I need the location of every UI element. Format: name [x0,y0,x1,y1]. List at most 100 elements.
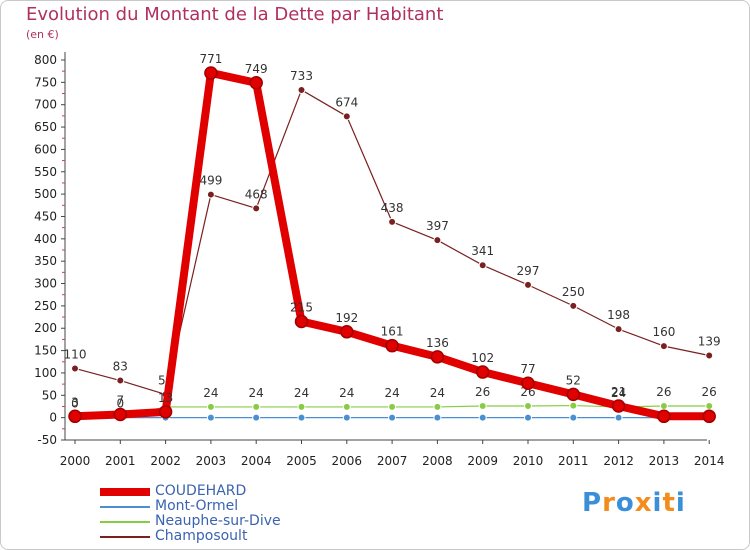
data-label-champosoult: 733 [290,69,313,83]
data-point-coudehard [566,387,581,402]
data-point-mont-ormel [297,413,306,422]
data-point-coudehard [430,350,445,364]
data-label-champosoult: 160 [652,325,675,339]
y-tick-label: 100 [34,366,57,380]
data-point-mont-ormel [478,413,487,422]
data-point-champosoult [614,325,623,334]
data-point-neauphe-sur-dive [433,402,442,411]
legend-swatch-coudehard [100,488,150,496]
data-label-coudehard: 215 [290,301,313,315]
legend-item-champosoult: Champosoult [100,528,320,545]
y-tick-label: 300 [34,277,57,291]
data-label-neauphe-sur-dive: 24 [430,386,445,400]
chart-subtitle: (en €) [26,28,59,41]
data-label-coudehard: 13 [158,391,173,405]
data-label-champosoult: 297 [517,264,540,278]
data-label-coudehard: 161 [381,325,404,339]
y-tick-label: 200 [34,321,57,335]
data-label-coudehard: 7 [116,394,124,408]
data-point-champosoult [206,190,215,199]
data-label-champosoult: 674 [335,95,358,109]
data-label-champosoult: 139 [698,335,721,349]
data-point-coudehard [68,409,82,424]
proxiti-logo: Proxiti [582,488,686,518]
data-point-champosoult [478,261,487,270]
data-point-neauphe-sur-dive [206,402,215,411]
data-point-champosoult [342,112,351,121]
data-label-neauphe-sur-dive: 24 [203,386,218,400]
data-point-mont-ormel [569,413,578,422]
data-point-mont-ormel [388,413,397,422]
data-point-champosoult [252,204,261,213]
y-tick-label: 600 [34,142,57,156]
data-point-coudehard [249,76,263,90]
data-point-coudehard [158,405,173,419]
data-point-champosoult [433,236,442,245]
x-tick-label: 2014 [694,454,725,468]
data-label-neauphe-sur-dive: 26 [702,385,717,399]
legend-swatch-mont-ormel [100,506,150,508]
data-point-coudehard [657,409,671,424]
x-tick-label: 2006 [332,454,363,468]
x-tick-label: 2008 [422,454,453,468]
data-point-mont-ormel [342,413,351,422]
data-label-coudehard: 192 [335,311,358,325]
data-point-champosoult [71,364,79,373]
data-point-mont-ormel [206,413,215,422]
data-label-coudehard: 21 [611,385,626,399]
x-tick-label: 2002 [150,454,181,468]
data-label-neauphe-sur-dive: 26 [475,385,490,399]
x-tick-label: 2003 [196,454,227,468]
y-tick-label: 450 [34,209,57,223]
data-point-neauphe-sur-dive [388,402,397,411]
data-point-champosoult [297,85,306,94]
data-label-champosoult: 250 [562,285,585,299]
logo-letter: P [582,488,603,518]
data-label-champosoult: 110 [64,347,87,361]
data-label-coudehard: 3 [71,395,79,409]
y-tick-label: 50 [42,388,57,402]
data-label-coudehard: 749 [245,62,268,76]
y-tick-label: 800 [34,53,57,67]
x-tick-label: 2004 [241,454,272,468]
data-label-champosoult: 397 [426,219,449,233]
data-point-coudehard [385,338,399,353]
y-tick-label: 550 [34,165,57,179]
data-point-neauphe-sur-dive [569,401,578,410]
x-tick-label: 2001 [105,454,136,468]
y-tick-label: 700 [34,98,57,112]
x-tick-label: 2011 [558,454,589,468]
data-label-champosoult: 341 [471,244,494,258]
logo-letter: o [615,488,635,518]
data-point-neauphe-sur-dive [524,402,532,411]
data-label-neauphe-sur-dive: 24 [339,386,354,400]
data-point-mont-ormel [524,413,532,422]
legend-item-coudehard: COUDEHARD [100,483,320,500]
y-tick-label: 350 [34,254,57,268]
x-tick-label: 2012 [603,454,634,468]
y-tick-label: 500 [34,187,57,201]
data-label-coudehard: 771 [199,52,222,66]
legend-swatch-neauphe-sur-dive [100,521,150,523]
data-label-neauphe-sur-dive: 24 [294,386,309,400]
data-label-champosoult: 468 [245,187,268,201]
logo-letter: r [602,488,616,518]
data-label-champosoult: 438 [381,201,404,215]
data-point-coudehard [294,314,309,329]
x-tick-label: 2013 [649,454,680,468]
data-point-champosoult [705,351,714,360]
x-tick-label: 2010 [513,454,544,468]
data-point-mont-ormel [252,413,261,422]
data-label-coudehard: 136 [426,336,449,350]
data-point-neauphe-sur-dive [705,402,714,411]
logo-letter: x [634,488,653,518]
data-label-neauphe-sur-dive: 24 [384,386,399,400]
data-point-neauphe-sur-dive [252,402,261,411]
data-label-coudehard: 102 [471,351,494,365]
logo-letter: i [675,488,686,518]
data-point-coudehard [475,365,490,379]
data-point-coudehard [113,407,128,422]
data-label-neauphe-sur-dive: 24 [611,386,626,400]
data-label-neauphe-sur-dive: 26 [656,385,671,399]
